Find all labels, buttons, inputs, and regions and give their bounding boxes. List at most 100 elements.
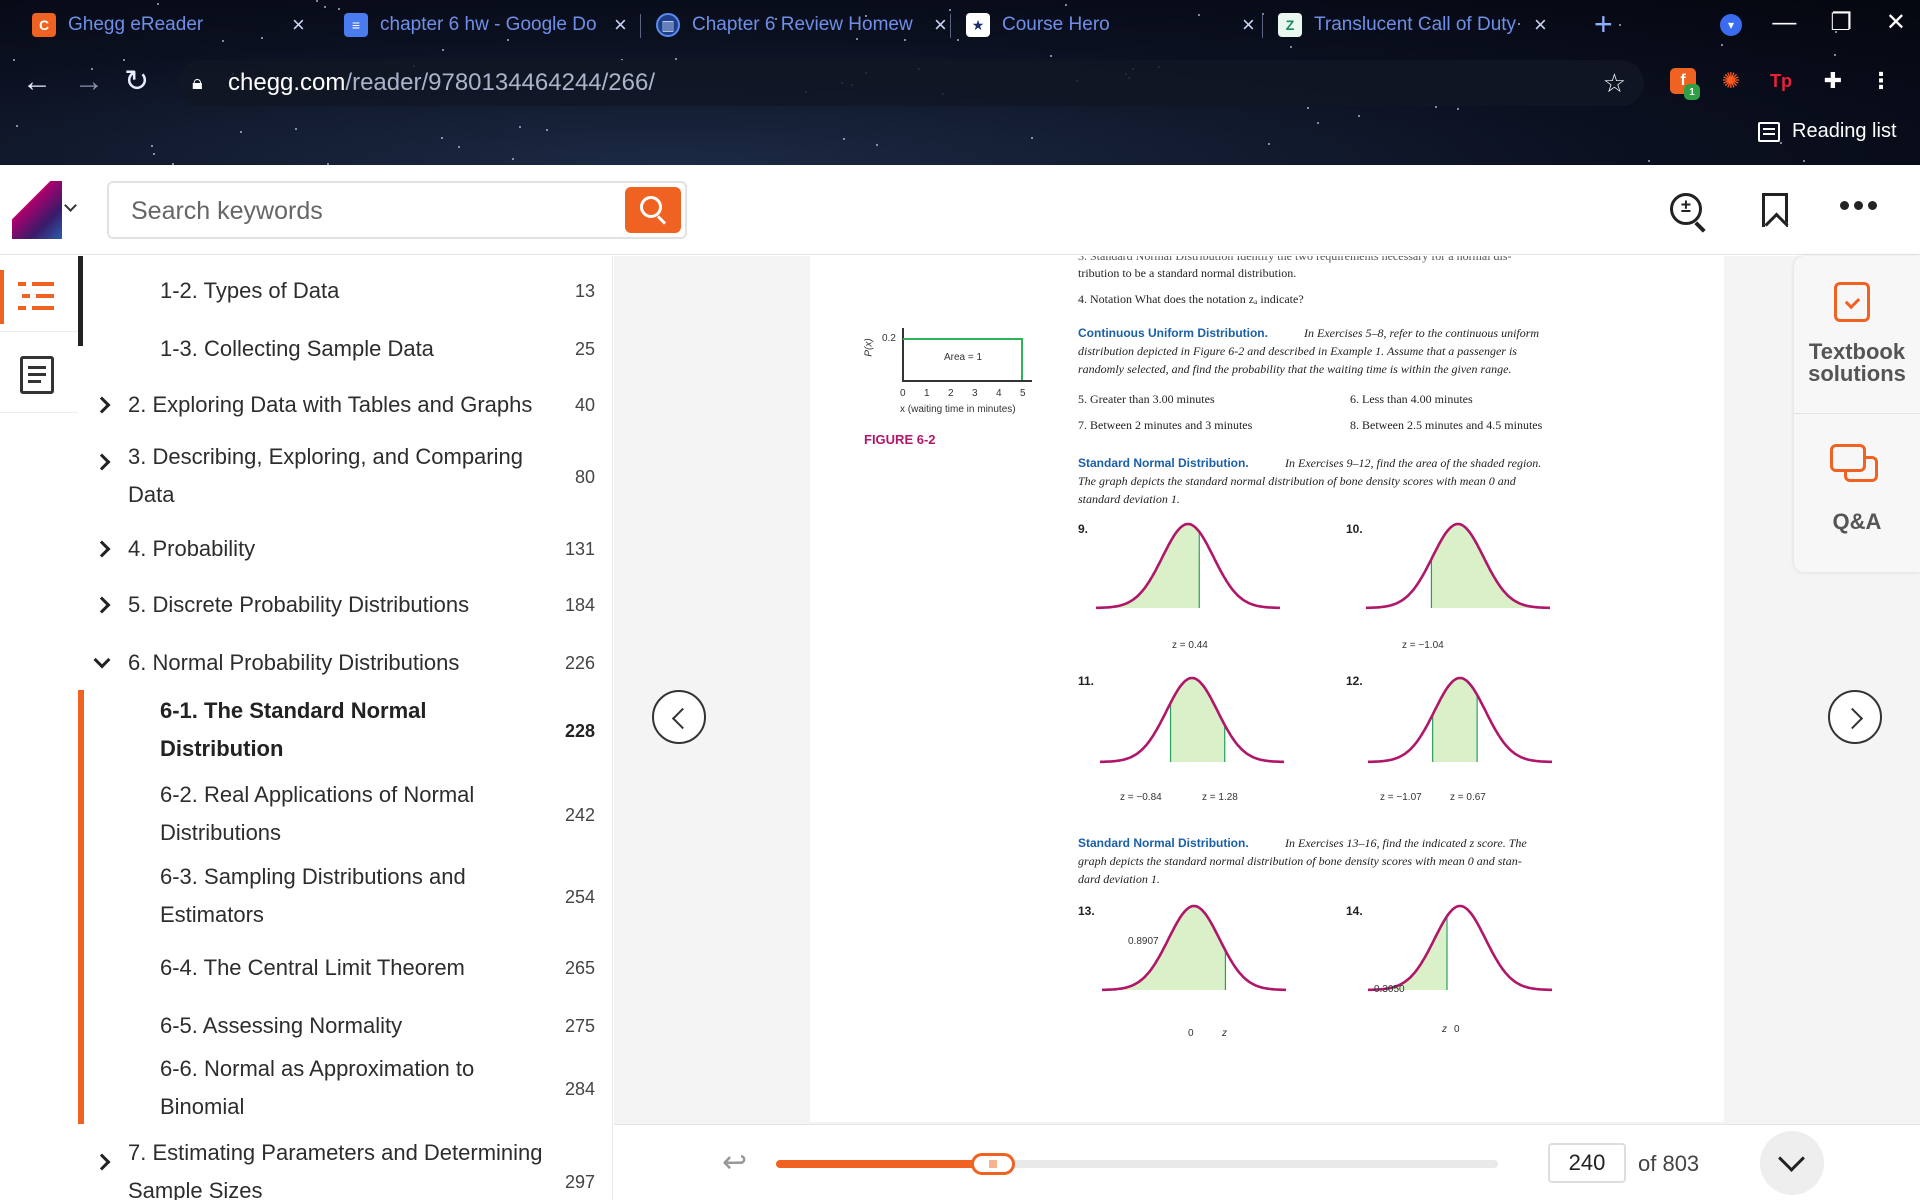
back-arrow-icon[interactable]: ← — [22, 65, 52, 98]
exercise-12-label: 12. — [1346, 674, 1363, 688]
close-tab-icon[interactable]: × — [614, 12, 627, 37]
notes-icon[interactable] — [20, 356, 54, 394]
toc-item-chapter-2[interactable]: 2. Exploring Data with Tables and Graphs… — [78, 378, 612, 432]
textbook-solutions-label: Textbook — [1808, 339, 1906, 364]
tab-chegg-ereader[interactable]: C Ghegg eReader × — [32, 8, 305, 42]
minimize-icon[interactable]: — — [1772, 8, 1797, 36]
exercise-13-zero: 0 — [1188, 1028, 1194, 1039]
forward-arrow-icon[interactable]: → — [74, 65, 104, 98]
close-tab-icon[interactable]: × — [934, 12, 947, 37]
tab-chapter-review[interactable]: ▥ Chapter 6 Review Homew × — [656, 8, 947, 42]
exercise-13-graph — [1101, 904, 1287, 992]
toc-item-6-3[interactable]: 6-3. Sampling Distributions and Estimato… — [78, 856, 612, 938]
exercise-14-z: z — [1442, 1024, 1447, 1035]
close-tab-icon[interactable]: × — [1534, 12, 1547, 37]
tab-course-hero[interactable]: ★ Course Hero × — [966, 8, 1255, 42]
new-tab-button[interactable]: + — [1594, 6, 1613, 42]
slider-handle[interactable] — [970, 1153, 1015, 1175]
toc-item-6-6[interactable]: 6-6. Normal as Approximation to Binomial… — [78, 1048, 612, 1130]
window-controls: — ❐ ✕ — [1772, 8, 1906, 37]
tab-title: chapter 6 hw - Google Do — [380, 14, 597, 35]
next-page-button[interactable] — [1828, 690, 1882, 744]
figure-tick: 1 — [924, 388, 930, 399]
left-rail — [0, 256, 78, 1200]
toc-item-page: 40 — [574, 394, 595, 415]
chevron-down-icon[interactable] — [64, 199, 77, 212]
textbook-solutions-label-2: solutions — [1808, 361, 1906, 386]
exercise-12-z-right: z = 0.67 — [1450, 792, 1486, 803]
search-button[interactable] — [625, 187, 681, 233]
bookmark-icon[interactable] — [1762, 193, 1788, 227]
exercise-6: 6. Less than 4.00 minutes — [1350, 392, 1473, 406]
undo-navigation-icon[interactable]: ↩ — [722, 1146, 748, 1179]
tab-separator — [1262, 14, 1263, 38]
toc-item-chapter-5[interactable]: 5. Discrete Probability Distributions 18… — [78, 578, 612, 632]
zoom-icon — [1670, 193, 1702, 225]
toc-item-label: 2. Exploring Data with Tables and Graphs — [128, 392, 533, 417]
exercise-10-z: z = −1.04 — [1402, 640, 1444, 651]
google-docs-icon: ≡ — [344, 13, 368, 37]
menu-kebab-icon[interactable]: ⋮ — [1870, 68, 1892, 93]
qa-button[interactable]: Q&A — [1794, 414, 1920, 572]
tab-title: Course Hero — [1002, 14, 1110, 35]
toc-item-label: 5. Discrete Probability Distributions — [128, 592, 470, 617]
study-tools-panel: Textbook solutions Q&A — [1794, 256, 1920, 572]
chevron-right-icon — [93, 540, 111, 558]
search-input[interactable] — [131, 195, 611, 227]
toc-item-chapter-7[interactable]: 7. Estimating Parameters and Determining… — [78, 1132, 612, 1200]
exercise-14-graph — [1367, 904, 1553, 992]
toc-item-label: 6. Normal Probability Distributions — [128, 650, 460, 675]
figure-6-2: P(x) 0.2 Area = 1 0 1 2 3 4 5 x (waiting… — [860, 326, 1050, 446]
chevron-down-icon[interactable] — [1760, 1131, 1824, 1195]
close-window-icon[interactable]: ✕ — [1885, 9, 1906, 36]
close-tab-icon[interactable]: × — [1242, 12, 1255, 37]
toc-item-page: 226 — [564, 652, 595, 673]
toc-item-1-3[interactable]: 1-3. Collecting Sample Data 25 — [78, 322, 612, 376]
browser-chrome: C Ghegg eReader × ≡ chapter 6 hw - Googl… — [0, 0, 1920, 165]
url-host: chegg.com — [228, 69, 346, 96]
honey-extension-icon[interactable]: ✺ — [1721, 68, 1741, 93]
tab-google-doc[interactable]: ≡ chapter 6 hw - Google Do × — [344, 8, 627, 42]
toc-item-label-cont: Distributions — [160, 820, 282, 845]
reading-progress-slider[interactable] — [776, 1153, 1498, 1175]
toc-item-6-5[interactable]: 6-5. Assessing Normality 275 — [78, 998, 612, 1054]
textbook-solutions-button[interactable]: Textbook solutions — [1794, 256, 1920, 414]
reader-header: ± — [0, 165, 1920, 255]
previous-page-button[interactable] — [652, 690, 706, 744]
close-tab-icon[interactable]: × — [292, 12, 305, 37]
toc-item-6-2[interactable]: 6-2. Real Applications of Normal Distrib… — [78, 774, 612, 856]
page-text: graph depicts the standard normal distri… — [1078, 854, 1522, 868]
search-icon — [640, 196, 662, 218]
zoom-button[interactable]: ± — [1668, 191, 1708, 233]
book-cover-thumbnail[interactable] — [12, 181, 62, 239]
page-text: dard deviation 1. — [1078, 872, 1160, 886]
toc-item-page: 284 — [564, 1078, 595, 1099]
page-text: The graph depicts the standard normal di… — [1078, 474, 1516, 488]
bookmark-star-icon[interactable]: ☆ — [1602, 68, 1626, 98]
table-of-contents-button[interactable] — [0, 262, 78, 332]
toc-item-1-2[interactable]: 1-2. Types of Data 13 — [78, 264, 612, 318]
puzzle-extensions-icon[interactable]: ✚ — [1823, 68, 1843, 93]
toc-item-chapter-3[interactable]: 3. Describing, Exploring, and Comparing … — [78, 434, 612, 520]
figure-y-axis — [902, 328, 904, 380]
tab-translucent[interactable]: Z Translucent Call of Duty × — [1278, 8, 1547, 42]
more-options-icon[interactable] — [1840, 201, 1877, 210]
toc-item-chapter-6[interactable]: 6. Normal Probability Distributions 226 — [78, 636, 612, 690]
toc-item-label: 1-3. Collecting Sample Data — [160, 336, 434, 361]
page-number-input[interactable] — [1548, 1143, 1626, 1183]
toc-item-chapter-4[interactable]: 4. Probability 131 — [78, 522, 612, 576]
reading-list-button[interactable]: Reading list — [1758, 120, 1897, 143]
address-bar[interactable]: 🔒︎ chegg.com /reader/9780134464244/266/ … — [178, 60, 1644, 106]
figure-x-axis — [902, 380, 1032, 382]
toc-item-6-1[interactable]: 6-1. The Standard Normal Distribution 22… — [78, 690, 612, 772]
toc-item-6-4[interactable]: 6-4. The Central Limit Theorem 265 — [78, 940, 612, 996]
tab-search-icon[interactable]: ▾ — [1720, 14, 1742, 36]
page-text: distribution depicted in Figure 6-2 and … — [1078, 344, 1517, 358]
reload-icon[interactable]: ↻ — [124, 65, 150, 98]
page-text-cut: 3. Standard Normal Distribution Identify… — [1078, 256, 1512, 263]
tp-extension-icon[interactable]: Tp — [1770, 70, 1792, 91]
exercise-13-area: 0.8907 — [1128, 936, 1159, 947]
toc-item-page: 131 — [564, 538, 595, 559]
toc-item-page: 275 — [564, 1015, 595, 1036]
restore-icon[interactable]: ❐ — [1830, 9, 1852, 36]
